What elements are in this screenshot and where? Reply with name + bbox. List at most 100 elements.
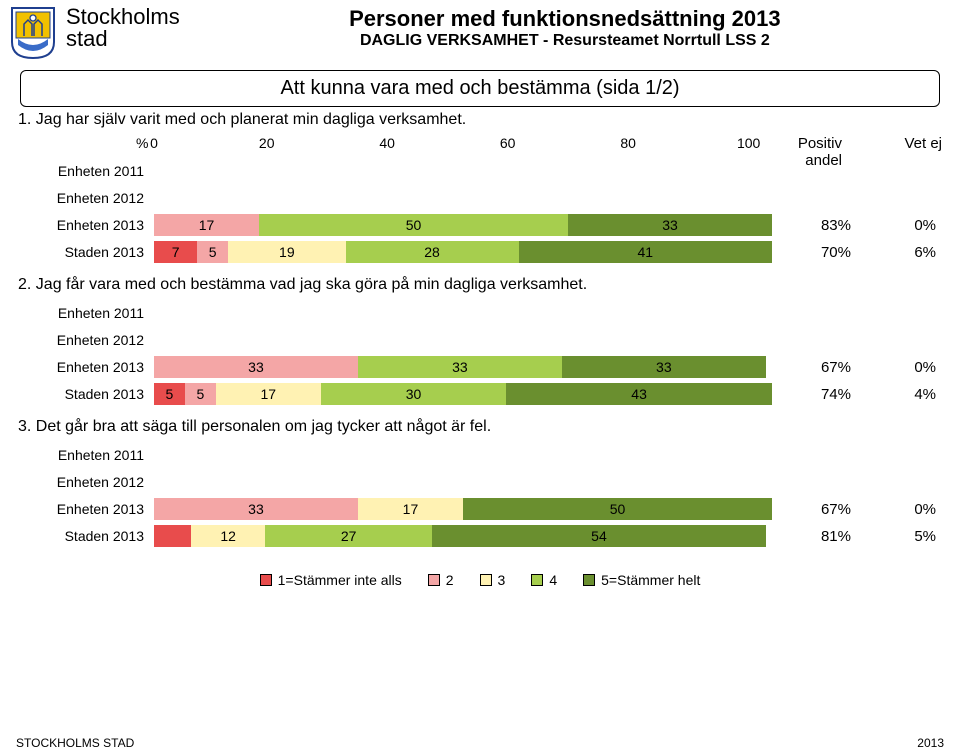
page-title: Att kunna vara med och bestämma (sida 1/… [20,70,940,107]
row-label: Staden 2013 [18,386,154,402]
value-cols: 67%0% [772,359,942,376]
legend-label: 5=Stämmer helt [601,572,700,588]
bar-segment: 12 [191,525,265,547]
vetej-value: 0% [857,501,942,518]
footer-left: STOCKHOLMS STAD [16,736,134,750]
row-label: Enheten 2011 [18,447,154,463]
bar: 122754 [154,525,772,547]
legend-item: 2 [428,572,454,588]
legend-item: 1=Stämmer inte alls [260,572,402,588]
data-row: Enheten 201317503383%0% [18,212,942,238]
bar-segment: 7 [154,241,197,263]
bar-segment: 54 [432,525,766,547]
positiv-value: 67% [772,359,857,376]
bar [154,187,772,209]
header: Stockholms stad Personer med funktionsne… [0,0,960,62]
hdr-positiv: Positiv andel [772,135,842,169]
value-headers: Positiv andel Vet ej [772,135,942,169]
footer-right: 2013 [917,736,944,750]
bar-segment: 50 [463,498,772,520]
value-cols: 83%0% [772,217,942,234]
legend-item: 3 [480,572,506,588]
positiv-value: 81% [772,528,857,545]
bar-segment: 28 [346,241,519,263]
bar [154,160,772,182]
legend-item: 5=Stämmer helt [583,572,700,588]
brand-text: Stockholms stad [66,6,180,50]
data-row: Enheten 2012 [18,327,942,353]
data-row: Enheten 201333175067%0% [18,496,942,522]
bar: 331750 [154,498,772,520]
value-cols: 67%0% [772,501,942,518]
bar-segment: 33 [154,498,358,520]
bar-segment: 5 [185,383,216,405]
row-label: Enheten 2011 [18,305,154,321]
bar-segment: 33 [154,356,358,378]
row-label: Enheten 2013 [18,359,154,375]
axis-ticks: 020406080100 [154,135,772,151]
bar-segment: 17 [154,214,259,236]
value-cols: 81%5% [772,528,942,545]
legend-label: 1=Stämmer inte alls [278,572,402,588]
bar-segment: 5 [154,383,185,405]
bar: 75192841 [154,241,772,263]
positiv-value: 70% [772,244,857,261]
axis-tick: 20 [259,135,275,151]
row-label: Enheten 2011 [18,163,154,179]
row-label: Enheten 2013 [18,501,154,517]
legend: 1=Stämmer inte alls 2 3 4 5=Stämmer helt [18,572,942,588]
data-row: Enheten 2011 [18,300,942,326]
legend-label: 2 [446,572,454,588]
bar-segment: 30 [321,383,506,405]
bar-segment: 50 [259,214,568,236]
legend-swatch [583,574,595,586]
axis-tick: 40 [379,135,395,151]
value-cols: 74%4% [772,386,942,403]
question-text: 1. Jag har själv varit med och planerat … [18,111,942,129]
bar-segment [154,525,191,547]
bar: 333333 [154,356,772,378]
bar-segment: 27 [265,525,432,547]
chart-area: 1. Jag har själv varit med och planerat … [18,111,942,588]
legend-swatch [260,574,272,586]
data-row: Enheten 2011 [18,442,942,468]
vetej-value: 6% [857,244,942,261]
positiv-value: 74% [772,386,857,403]
report-title: Personer med funktionsnedsättning 2013 [180,6,950,32]
bar: 175033 [154,214,772,236]
vetej-value: 4% [857,386,942,403]
bar [154,444,772,466]
data-row: Enheten 2012 [18,469,942,495]
data-row: Enheten 2012 [18,185,942,211]
axis-tick: 100 [737,135,760,151]
positiv-value: 83% [772,217,857,234]
report-subtitle: DAGLIG VERKSAMHET - Resursteamet Norrtul… [180,32,950,50]
data-row: Staden 201312275481%5% [18,523,942,549]
data-row: Staden 20135517304374%4% [18,381,942,407]
axis-tick: 80 [620,135,636,151]
row-label: Enheten 2012 [18,474,154,490]
brand-line1: Stockholms [66,6,180,28]
row-label: Enheten 2012 [18,190,154,206]
data-row: Staden 20137519284170%6% [18,239,942,265]
axis-tick: 60 [500,135,516,151]
value-cols: 70%6% [772,244,942,261]
bar-segment: 33 [562,356,766,378]
bar [154,471,772,493]
bar-segment: 41 [519,241,772,263]
title-block: Personer med funktionsnedsättning 2013 D… [180,6,950,50]
bar-segment: 19 [228,241,345,263]
bar [154,302,772,324]
legend-label: 4 [549,572,557,588]
axis-tick: 0 [150,135,158,151]
question-text: 2. Jag får vara med och bestämma vad jag… [18,276,942,294]
question-text: 3. Det går bra att säga till personalen … [18,418,942,436]
vetej-value: 5% [857,528,942,545]
legend-swatch [428,574,440,586]
bar [154,329,772,351]
hdr-vetej: Vet ej [872,135,942,169]
pct-symbol: % [136,135,148,151]
legend-label: 3 [498,572,506,588]
vetej-value: 0% [857,217,942,234]
legend-item: 4 [531,572,557,588]
